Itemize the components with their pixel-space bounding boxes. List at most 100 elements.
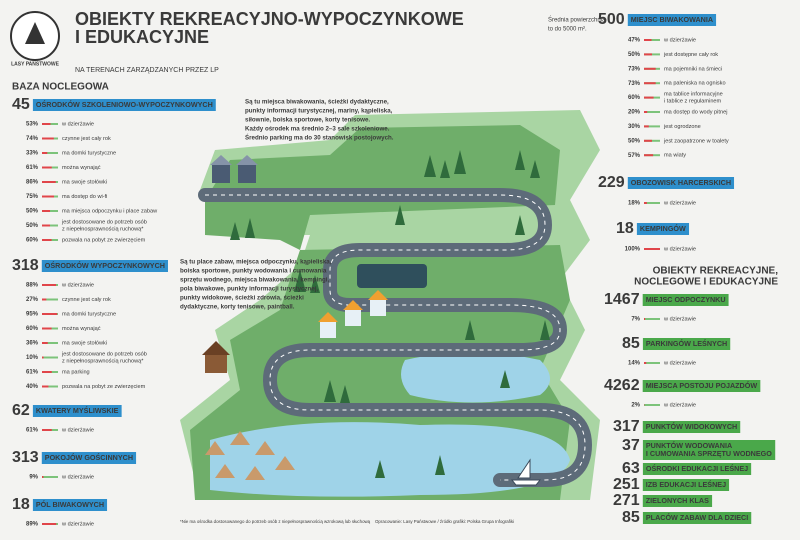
source: Opracowanie: Lasy Państwowe / źródło gra… — [375, 519, 514, 524]
stat-text: ma wiaty — [664, 153, 686, 159]
label-box — [642, 338, 731, 350]
count: 251 — [613, 476, 640, 493]
bar — [644, 111, 648, 113]
count-label: PLACÓW ZABAW DLA DZIECI — [646, 513, 748, 522]
bar — [644, 139, 652, 142]
percent: 27% — [26, 297, 39, 303]
stat-text: z niepełnosprawnością ruchową* — [62, 226, 144, 232]
title: I EDUKACYJNE — [75, 27, 209, 47]
count: 1467 — [604, 291, 640, 308]
percent: 100% — [625, 247, 641, 253]
stat-text: ma parking — [62, 369, 90, 375]
label-box — [642, 495, 713, 507]
percent: 36% — [26, 341, 39, 347]
bar — [644, 67, 656, 70]
heading: BAZA NOCLEGOWA — [12, 82, 109, 93]
bar — [644, 202, 647, 204]
bar-track — [42, 476, 58, 478]
stat-text: czynne jest cały rok — [62, 136, 111, 142]
bar-track — [42, 385, 58, 388]
heading: NOCLEGOWE I EDUKACYJNE — [634, 277, 778, 288]
description: sprzętu wodnego, miejsca biwakowania, ke… — [180, 277, 330, 284]
stat-text: w dzierżawie — [61, 282, 94, 288]
bar — [644, 96, 654, 99]
percent: 9% — [29, 475, 38, 481]
percent: 18% — [628, 201, 641, 207]
count-label: KEMPINGÓW — [640, 224, 686, 233]
stat-text: w dzierżawie — [663, 316, 696, 322]
bar — [42, 210, 50, 212]
stat-text: ma swoje stołówki — [62, 179, 107, 185]
bar — [42, 298, 47, 301]
count: 229 — [598, 174, 625, 191]
stat-text: pozwala na pobyt ze zwierzęciem — [62, 237, 146, 243]
description: Są tu place zabaw, miejsca odpoczynku, k… — [180, 259, 332, 266]
count-label: PÓL BIWAKOWYCH — [36, 500, 104, 509]
count-label: I CUMOWANIA SPRZĘTU WODNEGO — [646, 449, 772, 458]
title: OBIEKTY REKREACYJNO-WYPOCZYNKOWE — [75, 9, 464, 29]
percent: 74% — [26, 136, 39, 142]
percent: 75% — [26, 194, 39, 200]
percent: 30% — [628, 124, 641, 130]
label-box — [642, 440, 776, 460]
percent: 50% — [26, 223, 39, 229]
stat-text: czynne jest cały rok — [62, 297, 111, 303]
label-box — [32, 499, 108, 511]
label-box — [642, 512, 752, 524]
percent: 60% — [628, 95, 641, 101]
bar-track — [644, 111, 660, 113]
count: 37 — [622, 437, 640, 454]
stat-text: jest ogrodzone — [663, 124, 701, 130]
bar — [42, 137, 54, 140]
count: 85 — [622, 509, 640, 526]
stat-text: ma tablice informacyjne — [664, 92, 723, 98]
percent: 60% — [26, 326, 39, 332]
count-label: POKOJÓW GOŚCINNYCH — [45, 453, 133, 462]
percent: 61% — [26, 370, 39, 376]
bar — [42, 166, 52, 169]
stat-text: jest dostosowane do potrzeb osób — [61, 219, 147, 225]
count: 63 — [622, 460, 640, 477]
bar — [644, 318, 646, 320]
bar — [644, 39, 652, 41]
bar — [42, 284, 57, 286]
bar — [42, 371, 52, 373]
stat-text: w dzierżawie — [663, 200, 696, 206]
count: 85 — [622, 335, 640, 352]
percent: 53% — [26, 122, 39, 128]
stat-text: w dzierżawie — [663, 402, 696, 408]
description: punkty widokowe, ścieżki zdrowia, ścieżk… — [180, 295, 304, 302]
stat-text: w dzierżawie — [61, 521, 94, 527]
label-box — [642, 463, 752, 475]
map-pond — [357, 264, 427, 288]
percent: 2% — [631, 403, 640, 409]
label-box — [41, 260, 168, 272]
stat-text: w dzierżawie — [663, 360, 696, 366]
bar-track — [42, 342, 58, 344]
count: 313 — [12, 449, 39, 466]
description: pola biwakowe, punkty informacji turysty… — [180, 286, 318, 293]
label-box — [642, 380, 761, 392]
bar — [42, 385, 49, 388]
label-box — [627, 177, 735, 189]
bar — [644, 362, 647, 364]
stat-text: jest dostosowane do potrzeb osób — [61, 351, 147, 357]
description: dydaktyczne, korty tenisowe, paintball. — [180, 304, 295, 311]
bar-track — [644, 39, 660, 41]
percent: 73% — [628, 66, 641, 72]
bar — [644, 82, 656, 85]
map-boat — [510, 458, 542, 486]
count: 4262 — [604, 377, 640, 394]
label-box — [642, 479, 730, 491]
count-label: PUNKTÓW WODOWANIA — [646, 441, 732, 450]
map-tents — [205, 431, 295, 480]
map-lake — [401, 352, 550, 403]
label-box — [32, 405, 122, 417]
bar-track — [644, 362, 660, 364]
stat-text: jest dostępne cały rok — [663, 52, 718, 58]
bar-track — [42, 152, 58, 154]
bar — [644, 125, 649, 128]
stat-text: ma paleniska na ognisko — [664, 81, 726, 87]
percent: 33% — [26, 151, 39, 157]
count: 18 — [616, 220, 634, 237]
